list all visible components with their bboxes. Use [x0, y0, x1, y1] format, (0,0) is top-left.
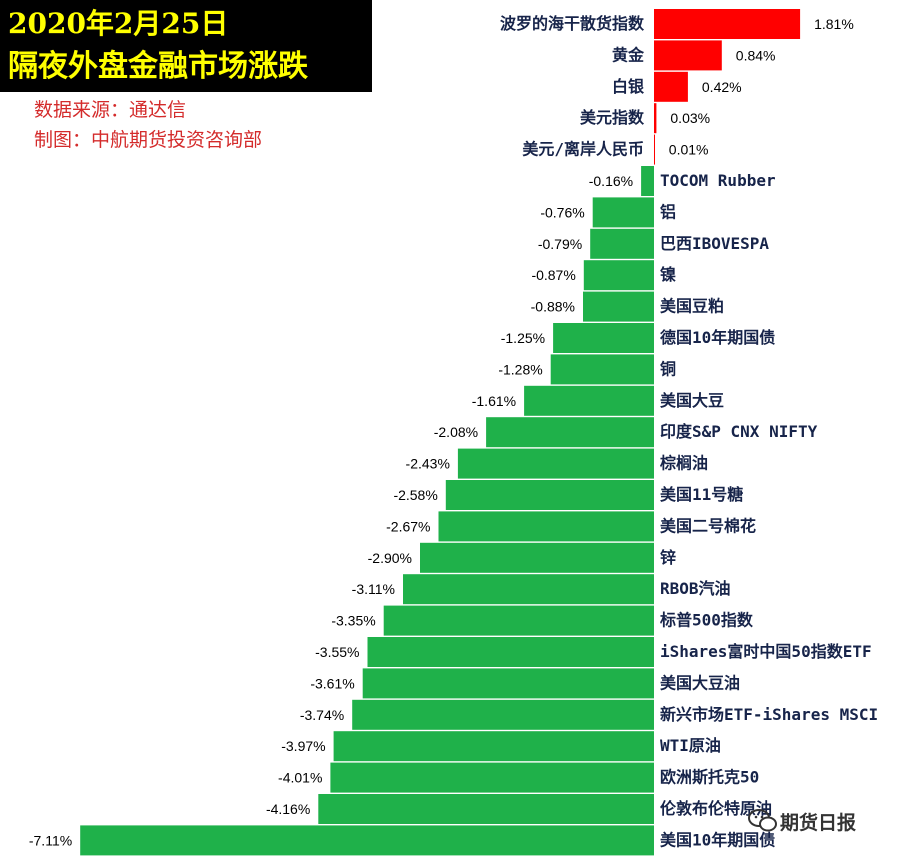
bar [457, 448, 654, 479]
value-label: -3.11% [352, 581, 395, 597]
value-label: -2.08% [434, 424, 478, 440]
bar [80, 825, 654, 856]
bar [592, 197, 654, 228]
bar [641, 166, 654, 196]
wechat-icon [748, 809, 777, 832]
category-label: TOCOM Rubber [660, 171, 776, 190]
category-label: 美元/离岸人民币 [522, 140, 644, 159]
category-label: 波罗的海干散货指数 [500, 14, 645, 33]
bar [486, 417, 654, 448]
value-label: -2.67% [386, 518, 430, 534]
category-label: 伦敦布伦特原油 [660, 799, 772, 818]
value-label: -0.79% [538, 236, 582, 252]
value-label: -3.61% [310, 675, 354, 691]
bar [583, 260, 654, 291]
bar [654, 9, 801, 39]
watermark-text: 期货日报 [780, 812, 857, 834]
bar [362, 668, 654, 699]
bar [550, 354, 654, 385]
category-label: 标普500指数 [659, 611, 754, 630]
category-label: RBOB汽油 [660, 579, 731, 598]
bar [583, 291, 654, 322]
category-label: 美国大豆 [660, 391, 724, 410]
chart-title: 隔夜外盘金融市场涨跌 [8, 49, 308, 84]
category-label: 美国大豆油 [660, 673, 740, 692]
value-label: -3.74% [300, 707, 344, 723]
value-label: -0.87% [531, 267, 575, 283]
chart-date: 2020年2月25日 [8, 7, 229, 40]
category-label: 欧洲斯托克50 [660, 768, 759, 787]
value-label: 0.42% [702, 79, 742, 95]
category-label: 白银 [612, 77, 645, 96]
value-label: -4.16% [266, 801, 310, 817]
category-label: 新兴市场ETF-iShares MSCI [660, 705, 878, 724]
category-label: 美国10年期国债 [660, 830, 775, 849]
category-label: 巴西IBOVESPA [660, 234, 769, 253]
value-label: -0.88% [531, 299, 575, 315]
bar [654, 71, 688, 102]
value-label: 1.81% [814, 16, 854, 32]
bar [654, 134, 655, 165]
value-label: -7.11% [29, 832, 72, 848]
value-label: 0.84% [736, 47, 776, 63]
bar [590, 228, 654, 259]
bar [524, 385, 654, 416]
category-label: 铜 [660, 359, 676, 378]
value-label: -4.01% [278, 770, 322, 786]
category-label: 镍 [660, 265, 676, 284]
value-label: -2.58% [393, 487, 437, 503]
bar [438, 511, 654, 542]
value-label: -0.76% [540, 204, 584, 220]
category-label: iShares富时中国50指数ETF [660, 642, 872, 661]
category-label: WTI原油 [660, 736, 721, 755]
value-label: -2.90% [368, 550, 412, 566]
bar [367, 637, 654, 667]
category-label: 美元指数 [580, 108, 645, 127]
category-label: 美国11号糖 [660, 485, 743, 504]
bar [352, 699, 654, 730]
category-label: 铝 [660, 202, 676, 221]
bar [403, 574, 654, 605]
value-label: -0.16% [589, 173, 633, 189]
value-label: -1.25% [501, 330, 545, 346]
value-label: -2.43% [406, 456, 450, 472]
bar [553, 323, 654, 353]
value-label: -3.35% [331, 613, 375, 629]
category-label: 印度S&P CNX NIFTY [660, 422, 818, 441]
bar [330, 762, 654, 793]
category-label: 德国10年期国债 [660, 328, 775, 347]
value-label: -1.28% [498, 361, 542, 377]
value-label: -3.97% [281, 738, 325, 754]
category-label: 棕榈油 [660, 454, 708, 473]
bar [445, 480, 654, 510]
value-label: 0.01% [669, 142, 709, 158]
value-label: -3.55% [315, 644, 359, 660]
bar [333, 731, 654, 762]
category-label: 黄金 [612, 45, 645, 64]
category-label: 锌 [660, 548, 676, 567]
category-label: 美国二号棉花 [660, 516, 756, 535]
bar [654, 40, 722, 71]
chart-maker-label: 制图：中航期货投资咨询部 [34, 129, 263, 151]
value-label: 0.03% [670, 110, 710, 126]
watermark: 期货日报 [748, 806, 888, 836]
bar [420, 542, 654, 573]
bar [318, 794, 654, 824]
bar [654, 103, 657, 134]
value-label: -1.61% [472, 393, 516, 409]
data-source-label: 数据来源：通达信 [34, 99, 187, 121]
title-box: 2020年2月25日 隔夜外盘金融市场涨跌 [0, 0, 372, 92]
category-label: 美国豆粕 [660, 297, 724, 316]
bar [383, 605, 654, 636]
